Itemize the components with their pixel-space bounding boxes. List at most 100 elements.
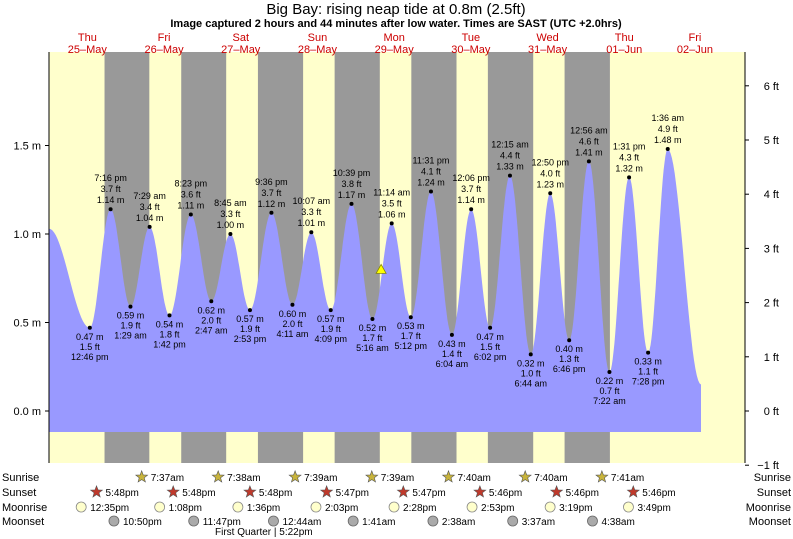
sunrise-time: 7:39am	[304, 473, 337, 484]
tide-time-label: 11:31 pm	[413, 156, 450, 166]
row-label-right: Moonset	[749, 516, 791, 528]
tide-m-label: 1.17 m	[338, 190, 366, 200]
day-name: Sun	[308, 32, 328, 44]
tide-time-label: 9:36 pm	[255, 177, 288, 187]
tide-time-label: 10:39 pm	[333, 168, 371, 178]
tide-point	[627, 175, 632, 180]
chart-title: Big Bay: rising neap tide at 0.8m (2.5ft…	[266, 1, 525, 18]
left-tick-label: 1.5 m	[13, 141, 41, 153]
tide-point	[428, 189, 433, 194]
tide-area	[49, 149, 701, 432]
moonset-icon	[108, 515, 120, 527]
tide-point	[507, 173, 512, 178]
day-name: Wed	[536, 32, 558, 44]
tide-ft-label: 3.5 ft	[382, 198, 403, 208]
tide-m-label: 0.54 m	[156, 319, 184, 329]
tide-point	[607, 370, 612, 375]
row-label-left: Moonrise	[2, 502, 47, 514]
tide-ft-label: 2.0 ft	[282, 319, 303, 329]
tide-point	[147, 224, 152, 229]
sunset-time: 5:47pm	[336, 488, 369, 499]
tide-point	[586, 159, 591, 164]
tide-time-label: 1:36 am	[651, 113, 684, 123]
moonset-time: 4:38am	[601, 517, 634, 528]
tide-point	[488, 325, 493, 330]
tide-time-label: 6:02 pm	[474, 352, 507, 362]
sunrise-icon	[518, 469, 532, 483]
moonset-time: 12:44am	[282, 517, 321, 528]
tide-time-label: 1:29 am	[114, 331, 147, 341]
tide-ft-label: 3.7 ft	[101, 184, 122, 194]
day-date: 31–May	[528, 44, 568, 56]
moonset-time: 2:38am	[442, 517, 475, 528]
sunset-icon	[319, 484, 334, 498]
tide-point	[269, 210, 274, 215]
moon-phase-label: First Quarter | 5:22pm	[215, 527, 313, 538]
left-tick-label: 0.5 m	[13, 318, 41, 330]
tide-m-label: 0.47 m	[76, 332, 104, 342]
moonrise-icon	[310, 501, 322, 513]
tide-time-label: 12:46 pm	[71, 352, 109, 362]
tide-point	[389, 221, 394, 226]
moonrise-time: 2:28pm	[403, 503, 436, 514]
tide-ft-label: 1.3 ft	[559, 354, 580, 364]
sunrise-time: 7:41am	[611, 473, 644, 484]
tide-time-label: 5:12 pm	[395, 341, 428, 351]
moonset-time: 1:41am	[362, 517, 395, 528]
tide-ft-label: 1.9 ft	[120, 321, 141, 331]
sunset-icon	[89, 484, 104, 498]
tide-point	[469, 207, 474, 212]
row-label-right: Sunset	[757, 487, 791, 499]
moonset-time: 11:47pm	[203, 517, 241, 528]
tide-time-label: 7:22 am	[593, 396, 626, 406]
tide-m-label: 0.60 m	[279, 309, 307, 319]
sunrise-icon	[211, 469, 225, 483]
tide-time-label: 11:14 am	[373, 187, 410, 197]
moonrise-time: 12:35pm	[90, 503, 129, 514]
tide-ft-label: 3.7 ft	[261, 188, 282, 198]
tide-m-label: 0.57 m	[236, 314, 264, 324]
sunrise-icon	[595, 469, 609, 483]
moonrise-icon	[232, 501, 244, 513]
tide-m-label: 0.57 m	[317, 314, 345, 324]
tide-time-label: 7:29 am	[133, 191, 166, 201]
tide-time-label: 5:16 am	[356, 343, 389, 353]
right-tick-label: 5 ft	[764, 135, 779, 147]
row-label-left: Sunset	[2, 487, 36, 499]
tide-m-label: 1.01 m	[298, 218, 326, 228]
tide-point	[449, 332, 454, 337]
row-label-left: Moonset	[2, 516, 44, 528]
tide-time-label: 6:44 am	[514, 378, 547, 388]
moonset-icon	[188, 515, 200, 527]
sunrise-time: 7:37am	[151, 473, 184, 484]
sunrise-icon	[288, 469, 302, 483]
left-tick-label: 1.0 m	[13, 229, 41, 241]
tide-m-label: 0.40 m	[555, 344, 583, 354]
tide-ft-label: 0.7 ft	[599, 386, 620, 396]
tide-ft-label: 4.1 ft	[421, 167, 442, 177]
tide-ft-label: 1.7 ft	[362, 333, 383, 343]
day-date: 30–May	[451, 44, 491, 56]
tide-ft-label: 3.3 ft	[301, 207, 322, 217]
sunrise-time: 7:40am	[534, 473, 567, 484]
tide-m-label: 1.12 m	[258, 199, 286, 209]
day-date: 29–May	[375, 44, 415, 56]
sunrise-time: 7:38am	[227, 473, 260, 484]
tide-time-label: 12:56 am	[570, 125, 608, 135]
moonrise-icon	[154, 501, 166, 513]
tide-ft-label: 3.3 ft	[220, 209, 241, 219]
sunrise-icon	[441, 469, 456, 483]
row-label-left: Sunrise	[2, 472, 39, 484]
sun-moon-rows: Sunrise Sunrise Sunset Sunset Moonrise Moonri…	[2, 469, 791, 538]
tide-point	[370, 316, 375, 321]
moonset-icon	[347, 515, 359, 527]
axes: 0.0 m 0.5 m 1.0 m 1.5 m −1 ft 0 ft 1 ft 2 ft 3 f…	[13, 52, 779, 472]
day-name: Thu	[78, 32, 97, 44]
tide-time-label: 7:28 pm	[632, 377, 665, 387]
day-name: Fri	[158, 32, 171, 44]
tide-point	[108, 207, 113, 212]
tide-ft-label: 4.0 ft	[540, 168, 561, 178]
moonset-icon	[507, 515, 519, 527]
tide-m-label: 0.22 m	[596, 376, 624, 386]
right-tick-label: 3 ft	[764, 243, 779, 255]
